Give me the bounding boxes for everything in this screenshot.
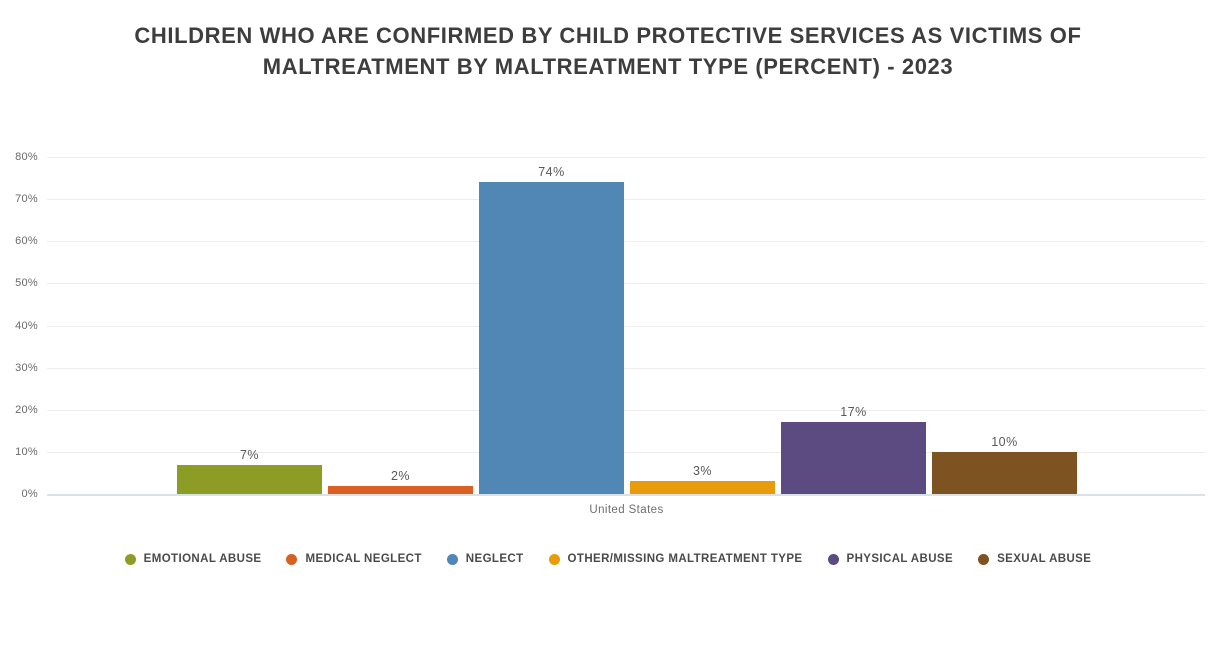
legend-label: MEDICAL NEGLECT (305, 553, 422, 565)
legend-label: NEGLECT (465, 553, 524, 565)
legend-label: SEXUAL ABUSE (997, 553, 1092, 565)
y-tick-label: 40% (15, 319, 38, 332)
legend-swatch-icon (286, 553, 298, 565)
gridline (47, 409, 1205, 411)
legend-swatch-icon (827, 553, 839, 565)
gridline (47, 494, 1205, 496)
y-tick-label: 60% (15, 235, 38, 248)
y-tick-label: 80% (15, 151, 38, 163)
y-tick-label: 0% (21, 488, 38, 500)
plot-area: 7% 2% 74% 3% 17% 10% United States (47, 157, 1205, 516)
legend-item-physical-abuse[interactable]: PHYSICAL ABUSE (827, 553, 954, 565)
legend-label: EMOTIONAL ABUSE (143, 553, 262, 565)
gridline (47, 283, 1205, 285)
gridline (47, 199, 1205, 201)
legend-swatch-icon (124, 553, 136, 565)
legend-label: PHYSICAL ABUSE (846, 553, 954, 565)
legend-label: OTHER/MISSING MALTREATMENT TYPE (567, 553, 803, 565)
legend-swatch-icon (548, 553, 560, 565)
gridline (47, 241, 1205, 243)
y-tick-label: 30% (15, 361, 38, 374)
bar-value-label: 3% (692, 464, 713, 479)
legend-item-neglect[interactable]: NEGLECT (446, 553, 524, 565)
gridline (47, 325, 1205, 327)
y-tick-label: 10% (15, 445, 38, 458)
legend-item-other-missing-maltreatment-type[interactable]: OTHER/MISSING MALTREATMENT TYPE (548, 553, 803, 565)
legend-item-medical-neglect[interactable]: MEDICAL NEGLECT (286, 553, 421, 565)
gridline (47, 157, 1205, 158)
x-axis-category-label: United States (589, 504, 664, 516)
bar-value-label: 10% (991, 434, 1018, 449)
bar-value-label: 7% (239, 447, 260, 462)
bar-physical-abuse[interactable] (781, 422, 926, 494)
y-tick-label: 20% (15, 403, 38, 416)
chart-legend: EMOTIONAL ABUSE MEDICAL NEGLECT NEGLECT OTH… (0, 553, 1216, 565)
legend-item-emotional-abuse[interactable]: EMOTIONAL ABUSE (124, 553, 262, 565)
bar-neglect[interactable] (479, 182, 624, 494)
legend-item-sexual-abuse[interactable]: SEXUAL ABUSE (978, 553, 1091, 565)
y-tick-label: 70% (15, 193, 38, 206)
bar-medical-neglect[interactable] (328, 485, 473, 494)
bar-value-label: 2% (390, 468, 411, 483)
chart-title: CHILDREN WHO ARE CONFIRMED BY CHILD PROT… (134, 23, 1082, 79)
bar-emotional-abuse[interactable] (177, 464, 322, 494)
bar-value-label: 74% (538, 165, 565, 180)
y-tick-label: 50% (15, 277, 38, 290)
legend-swatch-icon (446, 553, 458, 565)
gridline (47, 367, 1205, 369)
bar-value-label: 17% (840, 405, 867, 420)
legend-swatch-icon (978, 553, 990, 565)
y-axis-labels: 0% 10% 20% 30% 40% 50% 60% 70% 80% (0, 151, 38, 500)
bar-sexual-abuse[interactable] (932, 451, 1077, 494)
bar-other-missing-maltreatment-type[interactable] (630, 481, 775, 494)
gridline (47, 451, 1205, 453)
